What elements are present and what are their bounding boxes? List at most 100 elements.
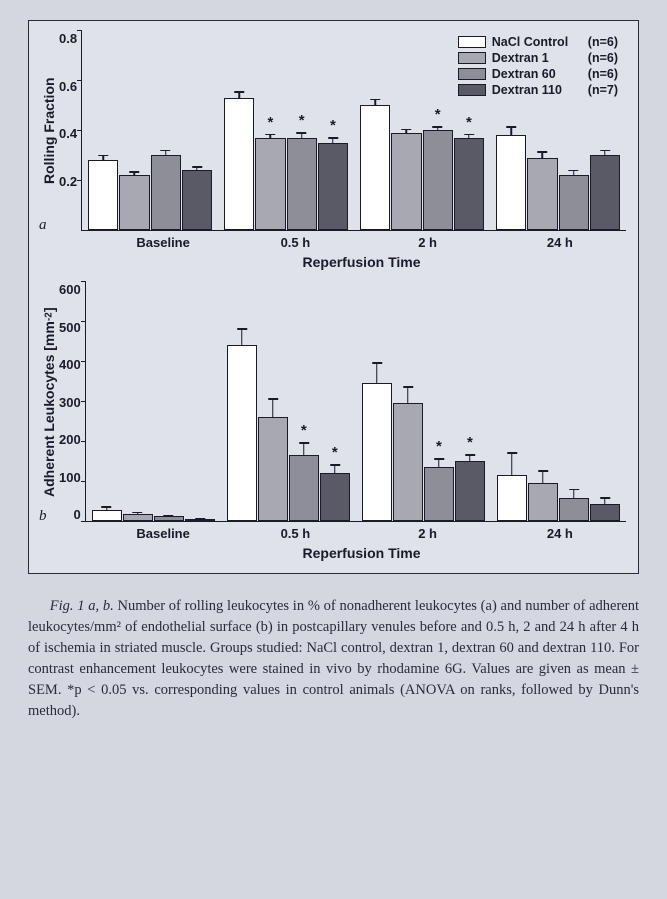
bar <box>360 105 390 230</box>
legend-n: (n=7) <box>588 83 618 97</box>
y-axis-label: Rolling Fraction <box>41 31 57 231</box>
bar <box>590 504 620 521</box>
legend-row: Dextran 60(n=6) <box>458 67 618 81</box>
y-tick: 400 <box>59 357 81 372</box>
error-bar <box>196 166 198 171</box>
error-bar <box>406 129 408 134</box>
bar <box>391 133 421 231</box>
bar <box>424 467 454 521</box>
x-tick: 0.5 h <box>229 235 361 250</box>
legend-row: Dextran 1(n=6) <box>458 51 618 65</box>
bar-wrap <box>258 282 288 521</box>
legend-row: Dextran 110 (n=7) <box>458 83 618 97</box>
bar-wrap <box>123 282 153 521</box>
bar <box>559 498 589 521</box>
panel-b: Adherent Leukocytes [mm-2]60050040030020… <box>41 282 626 561</box>
legend-row: NaCl Control(n=6) <box>458 35 618 49</box>
significance-star: * <box>301 422 307 439</box>
bar-wrap <box>362 282 392 521</box>
bar <box>497 475 527 521</box>
error-bar <box>137 512 139 515</box>
bar-group: *** <box>218 31 354 230</box>
bar <box>185 519 215 521</box>
error-bar <box>272 398 274 418</box>
error-bar <box>437 126 439 131</box>
bar-group <box>86 282 221 521</box>
bar-wrap: * <box>423 31 453 230</box>
legend-swatch <box>458 52 486 64</box>
legend-label: Dextran 110 <box>492 83 582 97</box>
error-bar <box>511 452 513 476</box>
bar-wrap: * <box>424 282 454 521</box>
bar <box>182 170 212 230</box>
bar-wrap <box>224 31 254 230</box>
bar <box>496 135 526 230</box>
y-axis-label: Adherent Leukocytes [mm-2] <box>41 282 57 522</box>
bar <box>393 403 423 521</box>
bar <box>455 461 485 521</box>
bar-wrap <box>182 31 212 230</box>
significance-star: * <box>467 434 473 451</box>
bar <box>527 158 557 231</box>
plot-area: * * * * <box>85 282 626 522</box>
error-bar <box>376 362 378 384</box>
bar-wrap <box>227 282 257 521</box>
error-bar <box>334 464 336 474</box>
significance-star: * <box>330 117 336 134</box>
bar-wrap <box>391 31 421 230</box>
error-bar <box>510 126 512 136</box>
legend: NaCl Control(n=6) Dextran 1(n=6) Dextran 6… <box>458 35 618 99</box>
significance-star: * <box>268 114 274 131</box>
y-tick-mark <box>77 180 82 182</box>
significance-star: * <box>332 444 338 461</box>
y-tick-labels: 0.80.60.40.2 <box>59 31 81 231</box>
y-tick: 100 <box>59 470 81 485</box>
bar <box>528 483 558 521</box>
y-tick-mark <box>81 481 86 483</box>
error-bar <box>438 458 440 468</box>
bar-wrap <box>559 282 589 521</box>
bar <box>318 143 348 231</box>
significance-star: * <box>435 106 441 123</box>
bar-wrap <box>590 282 620 521</box>
x-tick: 24 h <box>494 235 626 250</box>
bar-wrap: * <box>455 282 485 521</box>
error-bar <box>165 150 167 156</box>
bar <box>454 138 484 231</box>
error-bar <box>134 171 136 176</box>
bar-wrap: * <box>289 282 319 521</box>
y-tick-mark <box>77 130 82 132</box>
y-tick-mark <box>77 30 82 32</box>
error-bar <box>573 489 575 499</box>
legend-swatch <box>458 68 486 80</box>
bar <box>119 175 149 230</box>
x-axis-label: Reperfusion Time <box>97 545 626 561</box>
bar <box>255 138 285 231</box>
significance-star: * <box>436 438 442 455</box>
plot-area: *****NaCl Control(n=6)Dextran 1(n=6)Dext… <box>81 31 626 231</box>
bar <box>123 514 153 521</box>
figure-container: Rolling Fraction0.80.60.40.2 * * * * * NaCl Co… <box>28 20 639 574</box>
error-bar <box>374 99 376 107</box>
x-tick: 0.5 h <box>229 526 361 541</box>
bar-wrap <box>360 31 390 230</box>
y-tick-mark <box>81 441 86 443</box>
bar-wrap <box>88 31 118 230</box>
bar-wrap <box>92 282 122 521</box>
x-tick: 24 h <box>494 526 626 541</box>
error-bar <box>407 386 409 404</box>
bar-group <box>491 282 626 521</box>
y-tick-mark <box>81 401 86 403</box>
y-tick-labels: 6005004003002001000 <box>59 282 85 522</box>
bar <box>423 130 453 230</box>
error-bar <box>604 497 606 505</box>
bar <box>559 175 589 230</box>
bar-wrap: * <box>255 31 285 230</box>
y-tick-mark <box>81 321 86 323</box>
y-tick: 0.4 <box>59 126 77 141</box>
y-tick: 200 <box>59 432 81 447</box>
error-bar <box>168 515 170 517</box>
y-tick-mark <box>77 80 82 82</box>
error-bar <box>303 442 305 456</box>
significance-star: * <box>466 114 472 131</box>
